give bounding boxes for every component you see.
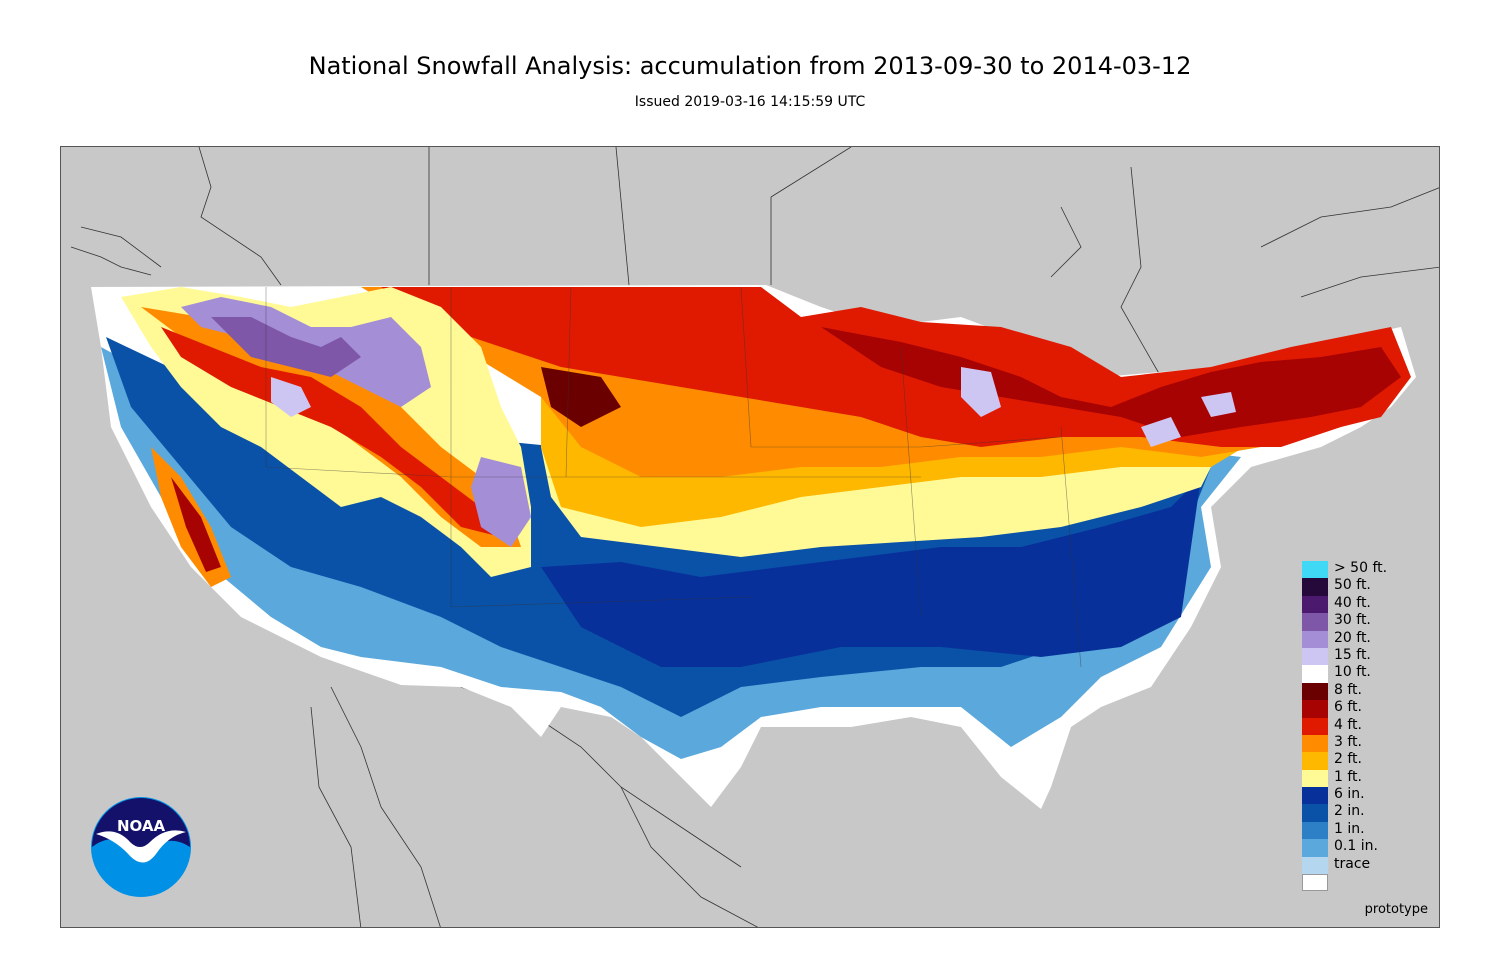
legend-label: 50 ft. [1334,577,1371,594]
legend-swatch [1302,839,1328,857]
legend-swatch [1302,630,1328,648]
legend-swatch [1302,717,1328,735]
legend-swatch [1302,578,1328,596]
legend-label: 3 ft. [1334,733,1362,750]
legend-swatch [1302,595,1328,614]
legend-label: 4 ft. [1334,716,1362,733]
noaa-logo-icon: NOAA [90,796,192,898]
snowfall-map [60,146,1440,928]
issued-timestamp: Issued 2019-03-16 14:15:59 UTC [634,94,866,110]
legend-swatch [1302,769,1328,788]
map-title: National Snowfall Analysis: accumulation… [308,52,1192,80]
legend-swatch [1302,804,1328,822]
legend-swatch [1302,647,1328,666]
legend-label: 1 ft. [1334,768,1362,785]
legend-label: 6 ft. [1334,699,1362,716]
legend-label: 15 ft. [1334,646,1371,663]
map-canvas [70,147,1439,927]
legend-label: 2 ft. [1334,751,1362,768]
legend-label: trace [1334,855,1371,872]
legend-label: 40 ft. [1334,594,1371,611]
legend-swatch [1302,856,1328,875]
snowfall-field [91,285,1416,809]
legend-swatch [1302,700,1328,718]
legend-swatch [1302,787,1328,805]
prototype-note: prototype [1364,902,1428,917]
legend-swatch [1302,821,1328,840]
noaa-logo-text: NOAA [117,817,166,835]
legend-label: > 50 ft. [1334,560,1388,576]
legend-swatch [1302,613,1328,631]
legend-label: 1 in. [1334,820,1365,837]
legend-label: 20 ft. [1334,629,1371,646]
legend-swatch [1302,734,1328,753]
legend-label: 10 ft. [1334,664,1371,681]
state-boundaries [265,286,1082,668]
legend-swatch [1302,682,1328,701]
legend-label: 8 ft. [1334,681,1362,698]
legend-swatch [1302,561,1328,579]
legend-label: 2 in. [1334,803,1365,820]
legend-label: 0.1 in. [1334,838,1378,855]
legend-label: 6 in. [1334,786,1365,803]
legend-label: 30 ft. [1334,612,1371,629]
legend-swatch [1302,665,1328,683]
legend-swatch [1302,752,1328,770]
